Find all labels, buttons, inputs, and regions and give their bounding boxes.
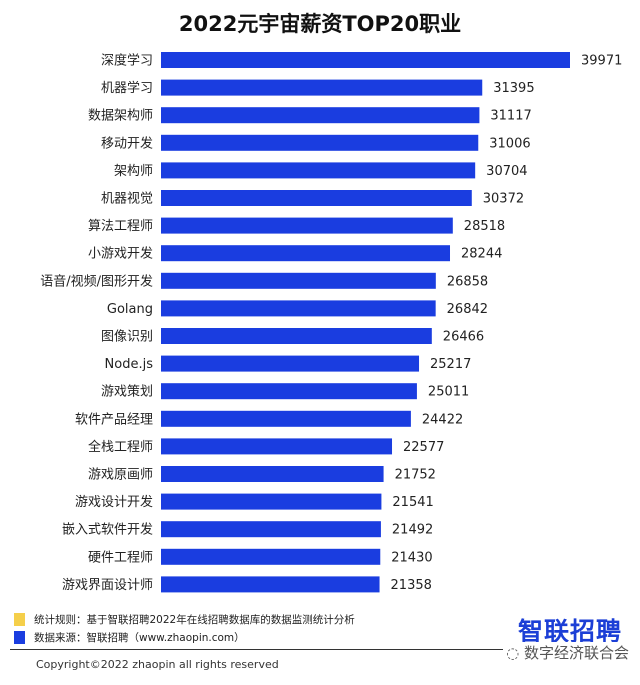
category-label: 全栈工程师 bbox=[88, 439, 153, 455]
value-label: 31006 bbox=[489, 136, 530, 151]
bar bbox=[161, 410, 411, 427]
value-label: 26466 bbox=[443, 330, 484, 345]
value-label: 26858 bbox=[447, 274, 488, 289]
legend-swatch-blue bbox=[14, 631, 25, 644]
bar bbox=[161, 52, 570, 68]
value-label: 22577 bbox=[403, 440, 444, 455]
watermark: ◌ 数字经济联合会 bbox=[503, 642, 632, 663]
watermark-text: 数字经济联合会 bbox=[523, 644, 629, 662]
category-label: 游戏设计开发 bbox=[75, 494, 153, 510]
value-label: 21492 bbox=[392, 523, 433, 538]
category-label: Golang bbox=[107, 302, 153, 317]
wechat-icon: ◌ bbox=[506, 644, 524, 662]
category-label: 游戏原画师 bbox=[88, 468, 153, 483]
bar bbox=[161, 272, 436, 289]
legend-text: 统计规则：基于智联招聘2022年在线招聘数据库的数据监测统计分析 bbox=[34, 614, 355, 626]
legend-item-source: 数据来源：智联招聘（www.zhaopin.com） bbox=[14, 630, 245, 645]
value-label: 31395 bbox=[493, 81, 534, 96]
category-label: 架构师 bbox=[114, 164, 153, 179]
category-label: 数据架构师 bbox=[88, 109, 153, 124]
bar bbox=[161, 355, 420, 372]
category-label: 语音/视频/图形开发 bbox=[40, 273, 153, 289]
divider bbox=[10, 649, 630, 650]
legend-item-rule: 统计规则：基于智联招聘2022年在线招聘数据库的数据监测统计分析 bbox=[14, 612, 355, 627]
bar bbox=[161, 383, 417, 400]
bar bbox=[161, 217, 453, 234]
value-label: 31117 bbox=[490, 109, 531, 124]
bar bbox=[161, 300, 436, 317]
bar bbox=[161, 79, 483, 96]
category-label: 机器视觉 bbox=[101, 192, 153, 207]
legend-swatch-yellow bbox=[14, 613, 25, 626]
category-label: 算法工程师 bbox=[88, 219, 153, 234]
category-label: 游戏界面设计师 bbox=[62, 578, 153, 593]
value-label: 21430 bbox=[391, 550, 432, 565]
value-label: 21358 bbox=[391, 578, 432, 593]
bar bbox=[161, 162, 476, 179]
value-label: 30704 bbox=[486, 164, 527, 179]
category-label: 游戏策划 bbox=[101, 384, 153, 400]
category-label: 移动开发 bbox=[101, 135, 153, 151]
value-label: 28518 bbox=[464, 219, 505, 234]
category-label: 图像识别 bbox=[101, 330, 153, 345]
bar-chart: 深度学习 39971 机器学习 31395 数据架构师 31117 移动开发 31006 架构师… bbox=[40, 52, 622, 593]
bar bbox=[161, 328, 432, 344]
value-label: 30372 bbox=[483, 192, 524, 207]
bar bbox=[161, 190, 472, 206]
value-label: 21752 bbox=[395, 468, 436, 483]
category-label: 深度学习 bbox=[101, 53, 153, 69]
value-label: 21541 bbox=[392, 495, 433, 510]
category-label: 机器学习 bbox=[101, 80, 153, 96]
value-label: 39971 bbox=[581, 54, 622, 69]
bar bbox=[161, 438, 393, 455]
category-label: 小游戏开发 bbox=[88, 246, 153, 262]
value-label: 25011 bbox=[428, 385, 469, 400]
value-label: 26842 bbox=[447, 302, 488, 317]
bar bbox=[161, 134, 479, 151]
legend-text: 数据来源：智联招聘（www.zhaopin.com） bbox=[34, 632, 245, 644]
bar bbox=[161, 521, 381, 538]
bar bbox=[161, 548, 381, 565]
bar bbox=[161, 576, 380, 593]
category-label: 嵌入式软件开发 bbox=[62, 522, 153, 538]
value-label: 24422 bbox=[422, 412, 463, 427]
zhaopin-logo: 智联招聘 bbox=[517, 617, 622, 646]
category-label: 软件产品经理 bbox=[75, 412, 153, 427]
chart-title: 2022元宇宙薪资TOP20职业 bbox=[178, 12, 462, 36]
value-label: 28244 bbox=[461, 247, 502, 262]
category-label: 硬件工程师 bbox=[88, 550, 153, 565]
bar bbox=[161, 245, 451, 262]
value-label: 25217 bbox=[430, 357, 471, 372]
category-label: Node.js bbox=[105, 357, 154, 372]
bar bbox=[161, 493, 382, 510]
copyright: Copyright©2022 zhaopin all rights reserv… bbox=[36, 658, 279, 671]
bar bbox=[161, 107, 480, 124]
bar bbox=[161, 466, 384, 482]
